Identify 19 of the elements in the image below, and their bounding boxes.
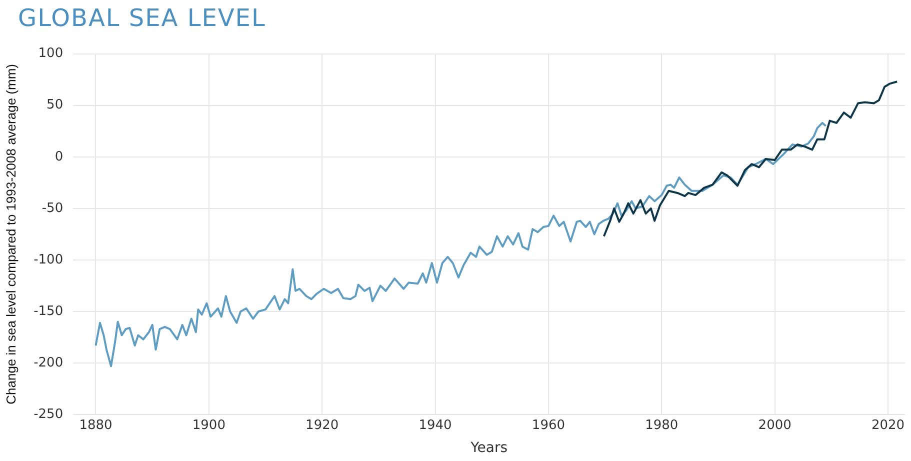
x-tick-label: 2020 bbox=[871, 418, 905, 433]
x-tick-label: 1880 bbox=[79, 418, 112, 433]
y-tick-label: -100 bbox=[34, 252, 64, 268]
chart-title: GLOBAL SEA LEVEL bbox=[18, 4, 266, 32]
y-tick-label: 100 bbox=[38, 46, 64, 62]
y-tick-label: -250 bbox=[34, 406, 64, 422]
x-tick-label: 1940 bbox=[418, 418, 452, 433]
y-tick-label: -200 bbox=[34, 355, 64, 370]
y-tick-label: 0 bbox=[54, 149, 64, 164]
y-axis-title: Change in sea level compared to 1993-2008 average (mm) bbox=[3, 64, 18, 404]
x-axis-title: Years bbox=[470, 440, 508, 456]
y-tick-label: -50 bbox=[42, 200, 64, 216]
x-tick-label: 1900 bbox=[192, 418, 226, 433]
x-tick-label: 1920 bbox=[306, 418, 339, 433]
x-tick-label: 2000 bbox=[758, 418, 792, 433]
x-tick-label: 1960 bbox=[532, 418, 566, 433]
x-tick-label: 1980 bbox=[645, 418, 678, 433]
y-tick-label: -150 bbox=[34, 304, 64, 319]
y-tick-label: 50 bbox=[46, 98, 64, 113]
